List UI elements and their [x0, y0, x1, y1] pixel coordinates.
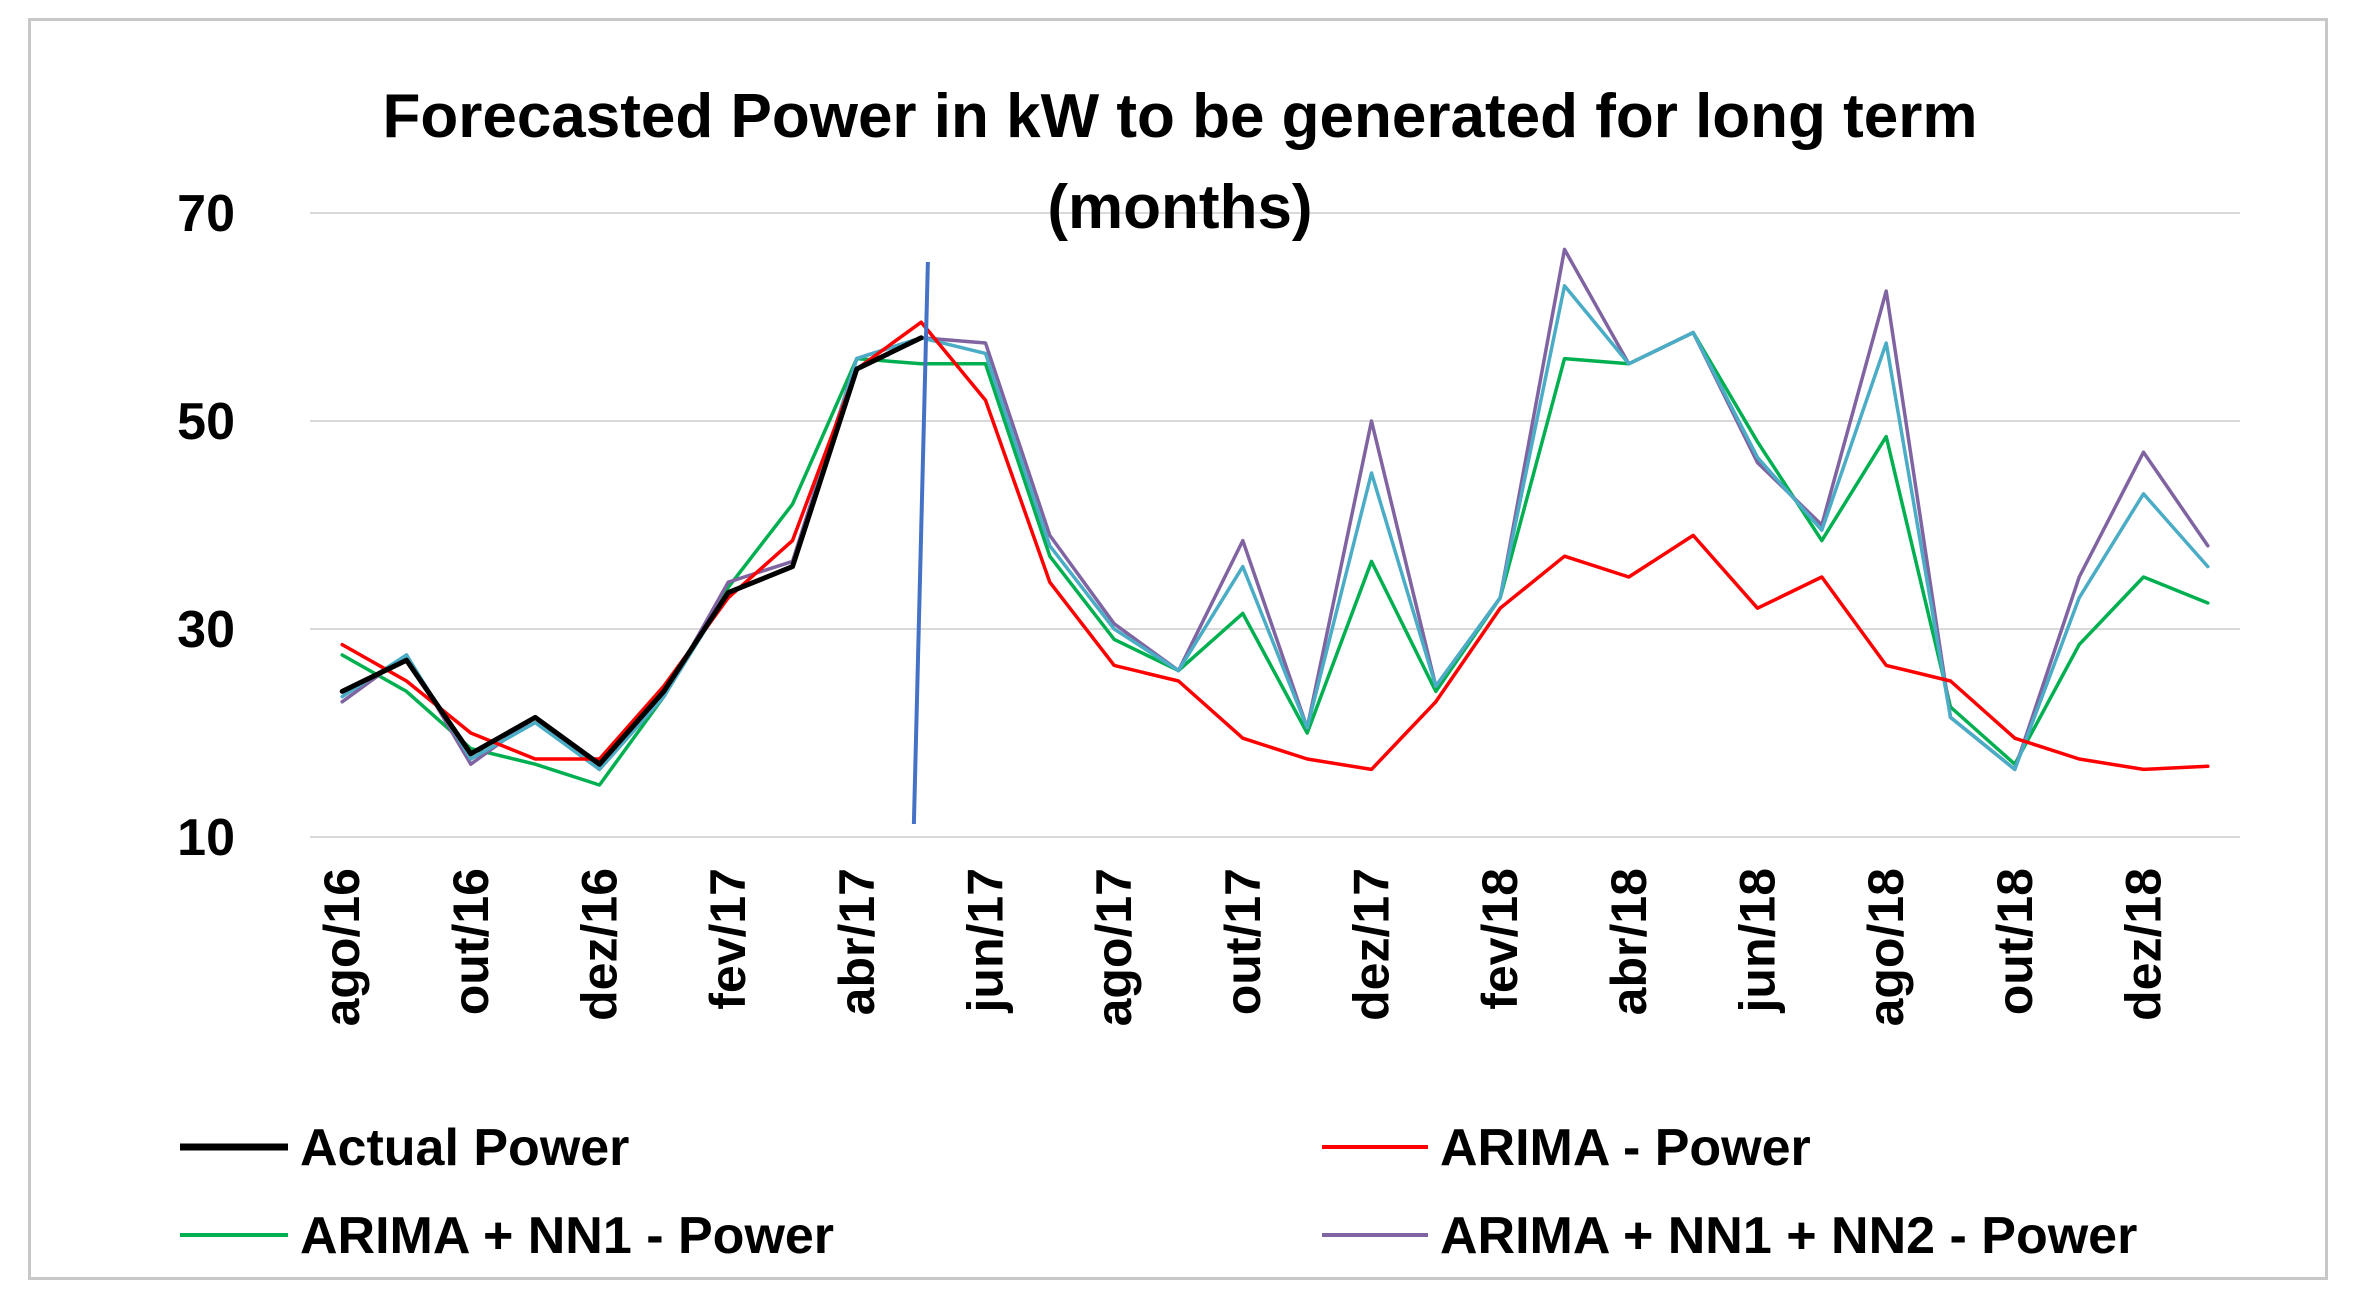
x-tick-label: jun/18	[1730, 868, 1786, 1013]
y-tick-label: 10	[177, 809, 235, 867]
y-axis-ticks: 10 30 50 70	[177, 185, 235, 867]
x-tick-label: out/17	[1215, 868, 1271, 1015]
x-tick-label: ago/17	[1086, 868, 1142, 1026]
chart-title-line2: (months)	[1047, 173, 1312, 242]
series-line-3	[340, 247, 2210, 772]
x-tick-label: ago/18	[1858, 868, 1914, 1026]
legend-label-3: ARIMA + NN1 + NN2 - Power	[1440, 1207, 2137, 1265]
x-tick-label: ago/16	[314, 868, 370, 1026]
x-tick-label: dez/17	[1344, 868, 1400, 1021]
legend-label-1: ARIMA - Power	[1440, 1119, 1811, 1177]
series-lines	[339, 247, 2210, 787]
x-tick-label: dez/16	[572, 868, 628, 1021]
x-tick-label: out/18	[1987, 868, 2043, 1015]
legend-label-0: Actual Power	[300, 1119, 629, 1177]
legend-label-2: ARIMA + NN1 - Power	[300, 1207, 834, 1265]
chart-title: Forecasted Power in kW to be generated f…	[382, 82, 1977, 151]
chart-frame	[28, 18, 2328, 1280]
x-tick-label: abr/17	[829, 868, 885, 1015]
series-line-0	[339, 335, 924, 767]
forecast-start-marker	[911, 261, 930, 825]
y-tick-label: 50	[177, 393, 235, 451]
x-tick-label: out/16	[443, 868, 499, 1015]
series-line-1	[340, 320, 2210, 772]
y-tick-label: 30	[177, 601, 235, 659]
x-axis-ticks: ago/16 out/16 dez/16 fev/17 abr/17 jun/17 ago/…	[314, 868, 2171, 1026]
x-tick-label: fev/18	[1472, 868, 1528, 1010]
x-tick-label: dez/18	[2116, 868, 2172, 1021]
x-tick-label: jun/17	[958, 868, 1014, 1013]
x-tick-label: abr/18	[1601, 868, 1657, 1015]
y-tick-label: 70	[177, 185, 235, 243]
gridlines	[310, 212, 2240, 838]
legend: Actual Power ARIMA - Power ARIMA + NN1 - P…	[180, 1119, 2137, 1265]
series-line-4	[340, 284, 2210, 772]
x-tick-label: fev/17	[700, 868, 756, 1010]
